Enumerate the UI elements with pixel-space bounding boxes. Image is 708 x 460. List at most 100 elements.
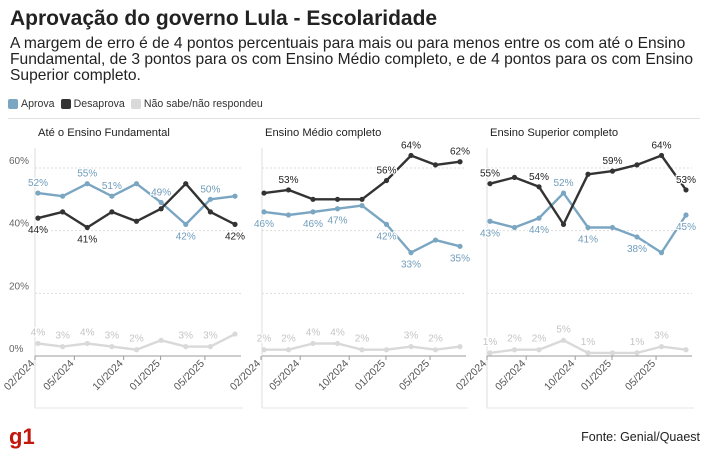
data-point — [383, 221, 390, 227]
data-label: 38% — [627, 244, 647, 255]
data-label: 51% — [102, 181, 122, 192]
data-label: 52% — [553, 178, 573, 189]
data-point — [683, 212, 689, 218]
data-label: 2% — [281, 334, 296, 345]
data-point — [457, 159, 463, 165]
panel-title: Ensino Superior completo — [490, 127, 618, 139]
panel-title: Ensino Médio completo — [265, 127, 381, 139]
data-label: 59% — [602, 156, 622, 167]
legend: Aprova Desaprova Não sabe/não respondeu — [8, 98, 269, 110]
legend-label-desaprova: Desaprova — [73, 98, 125, 110]
data-label: 1% — [630, 337, 645, 348]
data-label: 42% — [176, 231, 196, 242]
legend-label-aprova: Aprova — [21, 98, 55, 110]
data-point — [609, 224, 616, 231]
data-label: 1% — [483, 337, 498, 348]
data-label: 56% — [376, 166, 396, 177]
data-point — [207, 344, 213, 350]
data-point — [334, 206, 341, 212]
data-point — [359, 347, 365, 353]
data-point — [487, 218, 493, 224]
x-tick-label: 05/2024 — [267, 358, 302, 393]
data-point — [560, 221, 567, 227]
legend-swatch-nao-sabe — [130, 99, 141, 109]
data-point — [408, 152, 414, 159]
data-point — [285, 212, 292, 218]
data-point — [487, 350, 493, 356]
data-point — [109, 344, 115, 350]
data-label: 3% — [404, 331, 419, 342]
data-point — [310, 196, 316, 202]
data-point — [133, 181, 140, 187]
legend-item-nao-sabe[interactable]: Não sabe/não respondeu — [130, 98, 263, 110]
data-point — [658, 250, 665, 256]
series-line-aprova — [263, 204, 461, 254]
data-point — [658, 344, 665, 350]
data-point — [432, 162, 439, 168]
header-divider — [8, 118, 700, 119]
data-label: 46% — [303, 219, 323, 230]
data-label: 49% — [151, 187, 171, 198]
chart-title: Aprovação do governo Lula - Escolaridade — [10, 7, 438, 30]
x-tick-label: 05/2025 — [623, 358, 658, 393]
g1-logo: g1 — [9, 424, 35, 449]
data-point — [183, 221, 189, 227]
data-label: 3% — [203, 331, 218, 342]
data-point — [261, 190, 267, 196]
legend-item-desaprova[interactable]: Desaprova — [60, 98, 125, 110]
x-tick-label: 05/2025 — [172, 358, 207, 393]
data-point — [60, 209, 66, 215]
data-point — [109, 209, 115, 215]
data-point — [334, 340, 341, 347]
data-label: 44% — [529, 225, 549, 236]
data-label: 35% — [450, 253, 470, 264]
data-point — [457, 243, 463, 249]
data-point — [683, 187, 689, 193]
data-point — [158, 199, 164, 206]
data-point — [158, 206, 164, 212]
data-point — [207, 209, 213, 215]
data-point — [457, 344, 463, 350]
data-point — [408, 344, 414, 350]
data-label: 53% — [676, 175, 696, 186]
data-label: 33% — [401, 260, 421, 271]
x-tick-label: 10/2024 — [542, 358, 577, 393]
data-label: 54% — [529, 172, 549, 183]
data-point — [310, 340, 316, 347]
data-label: 52% — [28, 178, 48, 189]
x-tick-label: 02/2024 — [2, 358, 37, 393]
legend-swatch-desaprova — [60, 99, 71, 109]
data-point — [183, 181, 189, 187]
y-tick-label: 60% — [9, 156, 29, 167]
data-point — [310, 209, 316, 215]
data-point — [232, 221, 238, 227]
x-tick-label: 01/2025 — [353, 358, 388, 393]
y-tick-label: 20% — [9, 281, 29, 292]
data-label: 3% — [105, 331, 120, 342]
data-point — [383, 177, 390, 184]
data-label: 42% — [376, 231, 396, 242]
data-label: 46% — [254, 219, 274, 230]
series-line-desaprova — [489, 154, 687, 226]
panel-1: Até o Ensino Fundamental 0% 20% 40% 60% 02/20… — [2, 127, 246, 409]
data-point — [408, 250, 414, 256]
panel-2: Ensino Médio completo 02/2024 05/2024 10/20… — [228, 127, 471, 409]
data-label: 2% — [532, 334, 547, 345]
data-label: 3% — [55, 331, 70, 342]
data-point — [84, 340, 90, 347]
data-point — [207, 196, 213, 202]
data-point — [261, 209, 267, 215]
data-point — [511, 347, 518, 353]
panel-3: Ensino Superior completo 02/2024 05/2024 10… — [454, 127, 697, 409]
data-label: 4% — [80, 327, 95, 338]
data-label: 42% — [225, 231, 245, 242]
legend-item-aprova[interactable]: Aprova — [8, 98, 55, 110]
legend-swatch-aprova — [8, 99, 18, 109]
data-label: 50% — [200, 184, 220, 195]
data-label: 5% — [556, 324, 571, 335]
data-label: 44% — [28, 225, 48, 236]
data-point — [35, 215, 41, 221]
data-point — [487, 181, 493, 187]
data-point — [585, 350, 591, 356]
